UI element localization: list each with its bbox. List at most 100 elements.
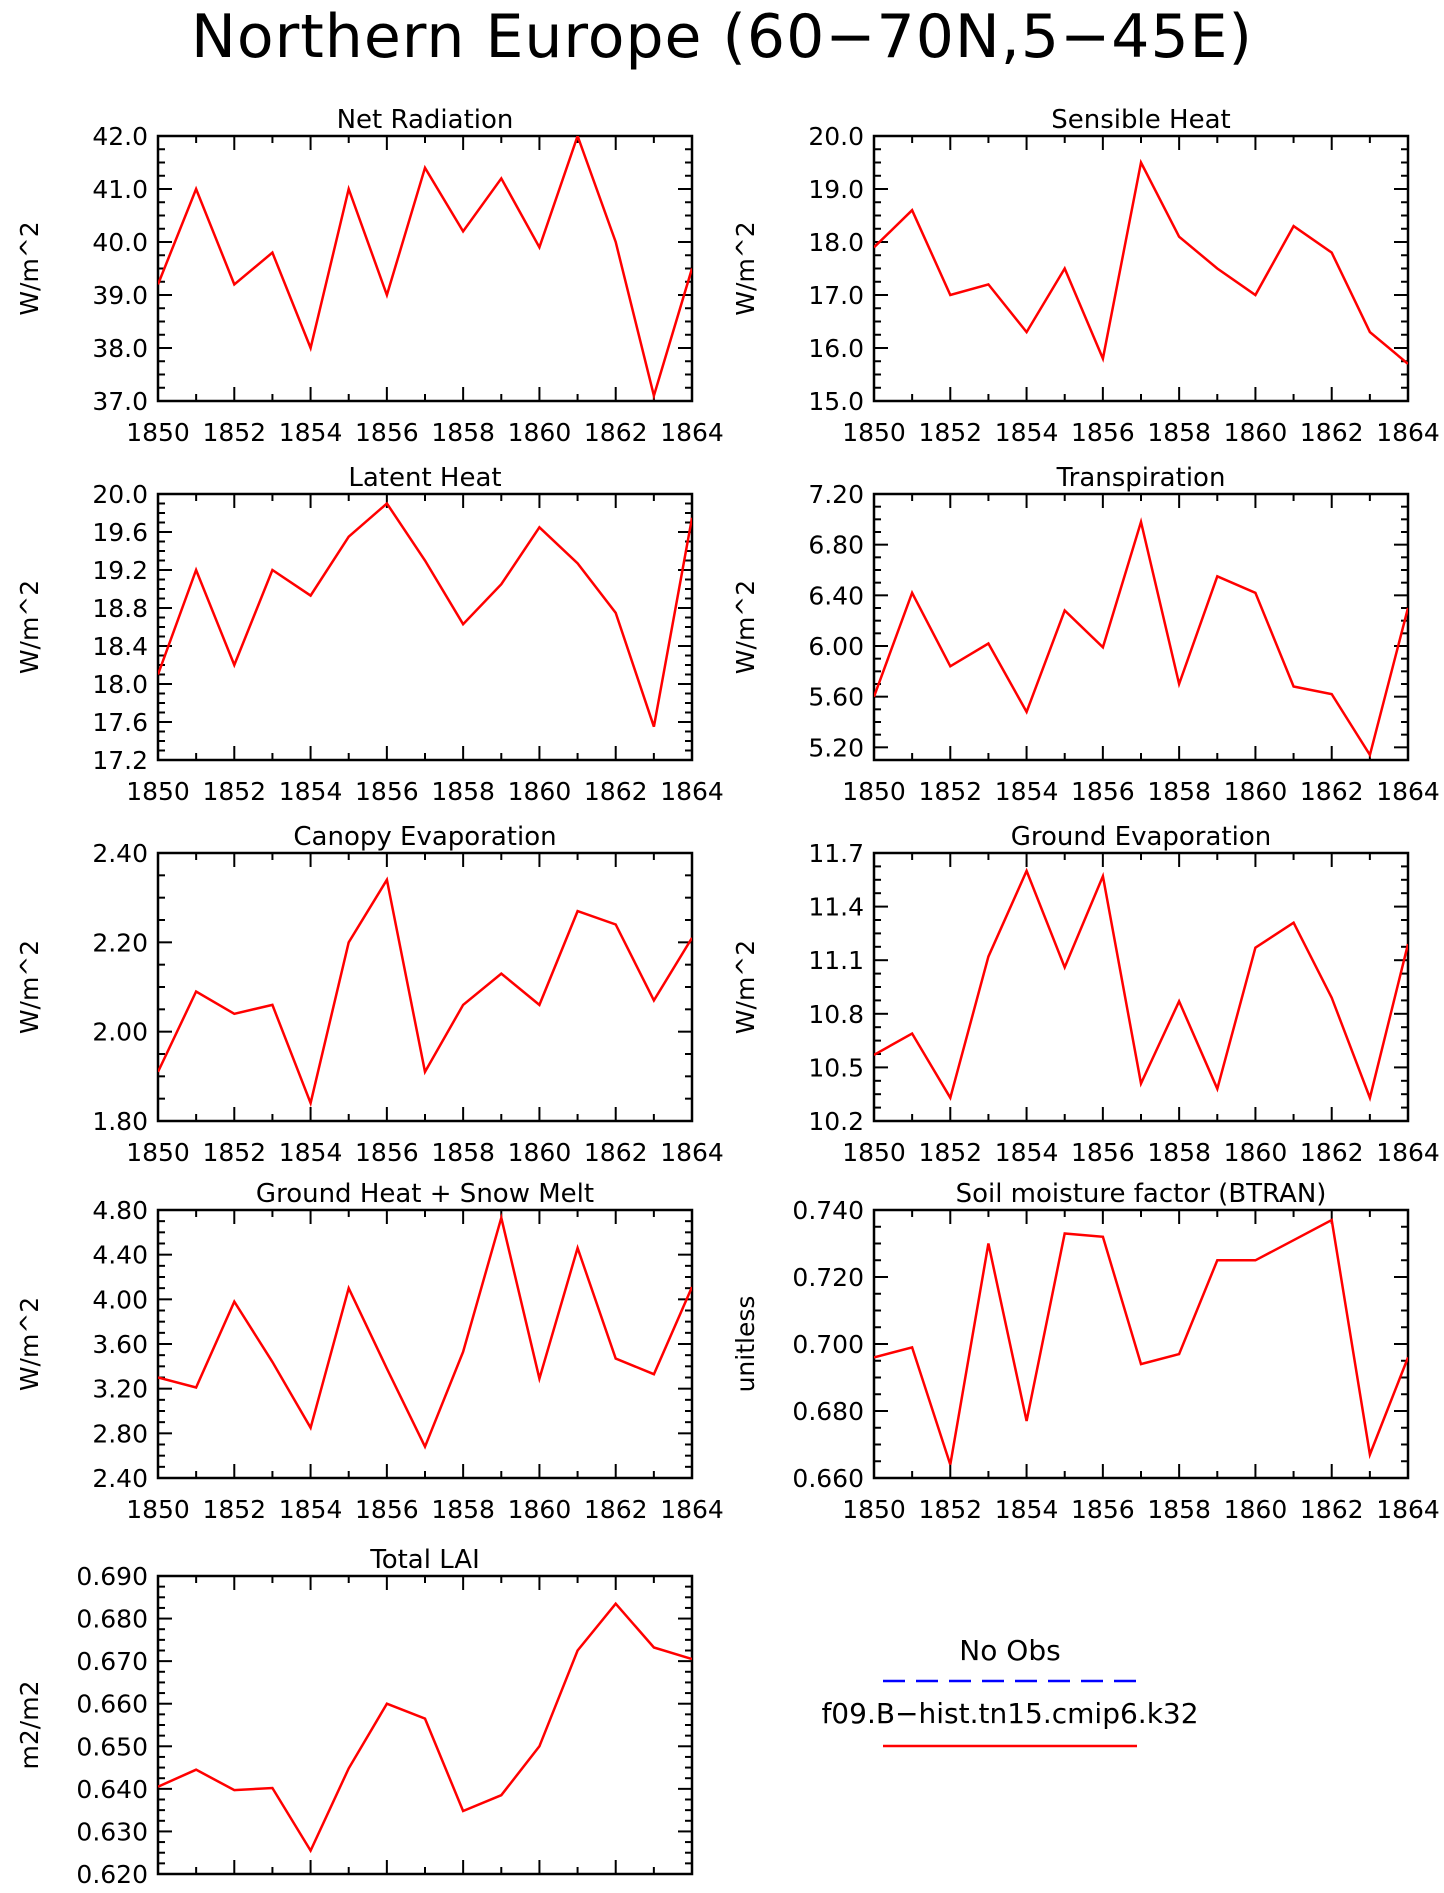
- y-tick-label: 15.0: [808, 387, 864, 416]
- y-tick-label: 17.6: [92, 708, 148, 737]
- x-tick-label: 1852: [202, 418, 266, 447]
- x-tick-label: 1862: [584, 1138, 648, 1167]
- y-tick-label: 0.680: [792, 1397, 864, 1426]
- x-tick-label: 1864: [660, 1138, 724, 1167]
- y-tick-label: 10.2: [808, 1107, 864, 1136]
- x-tick-label: 1858: [431, 1138, 495, 1167]
- y-tick-label: 42.0: [92, 122, 148, 151]
- panels: 1850 1852 1854 1856 1858 1860 1862 1864 37.0 38.0…: [15, 105, 1440, 1893]
- y-tick-label: 2.40: [92, 839, 148, 868]
- panel-title: Canopy Evaporation: [293, 822, 556, 852]
- y-tick-label: 5.20: [808, 733, 864, 762]
- x-tick-label: 1852: [202, 1138, 266, 1167]
- y-axis-label: W/m^2: [15, 580, 44, 674]
- x-tick-label: 1850: [126, 777, 190, 806]
- x-tick-label: 1854: [279, 1495, 343, 1524]
- x-tick-label: 1864: [1376, 1495, 1440, 1524]
- x-tick-label: 1858: [1147, 418, 1211, 447]
- series-line: [158, 876, 692, 1108]
- x-tick-label: 1850: [126, 418, 190, 447]
- x-tick-label: 1850: [842, 1138, 906, 1167]
- plot-frame: [156, 134, 694, 403]
- y-tick-label: 18.0: [808, 228, 864, 257]
- x-tick-label: 1862: [584, 418, 648, 447]
- x-tick-label: 1862: [1300, 777, 1364, 806]
- y-tick-label: 0.740: [792, 1196, 864, 1225]
- x-tick-label: 1858: [1147, 777, 1211, 806]
- y-tick-label: 2.40: [92, 1464, 148, 1493]
- y-axis-label: W/m^2: [15, 940, 44, 1034]
- x-tick-label: 1850: [126, 1891, 190, 1893]
- x-tick-label: 1856: [355, 1891, 419, 1893]
- figure-title: Northern Europe (60−70N,5−45E): [191, 2, 1253, 72]
- x-tick-label: 1858: [1147, 1138, 1211, 1167]
- y-axis-label: W/m^2: [731, 940, 760, 1034]
- panel-title: Total LAI: [369, 1545, 480, 1575]
- x-tick-label: 1852: [202, 777, 266, 806]
- series-line: [874, 1218, 1408, 1465]
- y-tick-label: 0.630: [76, 1817, 148, 1846]
- x-tick-label: 1856: [1071, 1138, 1135, 1167]
- panel-title: Soil moisture factor (BTRAN): [956, 1179, 1327, 1209]
- x-tick-label: 1860: [1224, 1138, 1288, 1167]
- y-tick-label: 0.670: [76, 1647, 148, 1676]
- y-tick-label: 4.80: [92, 1196, 148, 1225]
- y-tick-label: 10.5: [808, 1053, 864, 1082]
- x-tick-label: 1864: [1376, 418, 1440, 447]
- x-tick-label: 1856: [1071, 777, 1135, 806]
- y-tick-label: 11.1: [808, 946, 864, 975]
- plot-frame: [872, 134, 1410, 403]
- x-tick-label: 1852: [202, 1495, 266, 1524]
- panel-title: Ground Heat + Snow Melt: [256, 1179, 594, 1209]
- series-line: [874, 158, 1408, 365]
- y-tick-label: 19.2: [92, 556, 148, 585]
- panel-soil-moisture-factor-btran: 1850 1852 1854 1856 1858 1860 1862 1864 0.660 0.6…: [731, 1179, 1440, 1524]
- x-tick-label: 1854: [995, 1495, 1059, 1524]
- x-tick-label: 1864: [660, 418, 724, 447]
- x-tick-label: 1862: [1300, 418, 1364, 447]
- panel-ground-evaporation: 1850 1852 1854 1856 1858 1860 1862 1864 10.2 10.5…: [731, 822, 1440, 1167]
- x-tick-label: 1852: [918, 1495, 982, 1524]
- y-tick-label: 20.0: [808, 122, 864, 151]
- y-axis-label: W/m^2: [15, 221, 44, 315]
- x-tick-label: 1862: [1300, 1138, 1364, 1167]
- y-tick-label: 0.720: [792, 1263, 864, 1292]
- y-tick-label: 10.8: [808, 1000, 864, 1029]
- x-tick-label: 1862: [584, 1891, 648, 1893]
- x-tick-label: 1856: [355, 418, 419, 447]
- y-tick-label: 5.60: [808, 683, 864, 712]
- x-tick-label: 1854: [279, 1138, 343, 1167]
- series-line: [158, 1212, 692, 1450]
- x-tick-label: 1850: [842, 1495, 906, 1524]
- y-tick-label: 18.8: [92, 594, 148, 623]
- panel-latent-heat: 1850 1852 1854 1856 1858 1860 1862 1864 17.2 17.6…: [15, 463, 724, 806]
- x-tick-label: 1864: [660, 1891, 724, 1893]
- x-tick-label: 1864: [1376, 777, 1440, 806]
- x-tick-label: 1854: [995, 1138, 1059, 1167]
- x-tick-label: 1854: [995, 777, 1059, 806]
- y-tick-label: 6.00: [808, 632, 864, 661]
- panel-transpiration: 1850 1852 1854 1856 1858 1860 1862 1864 5.20 5.60…: [731, 463, 1440, 806]
- x-tick-label: 1854: [279, 418, 343, 447]
- y-tick-label: 6.80: [808, 531, 864, 560]
- x-tick-label: 1858: [431, 1495, 495, 1524]
- x-tick-label: 1858: [1147, 1495, 1211, 1524]
- y-tick-label: 6.40: [808, 581, 864, 610]
- legend: No Obs f09.B−hist.tn15.cmip6.k32: [821, 1634, 1199, 1748]
- x-tick-label: 1856: [1071, 418, 1135, 447]
- x-tick-label: 1864: [660, 777, 724, 806]
- y-tick-label: 38.0: [92, 334, 148, 363]
- panel-ground-heat-snow-melt: 1850 1852 1854 1856 1858 1860 1862 1864 2.40 2.80…: [15, 1179, 724, 1524]
- y-tick-label: 19.0: [808, 175, 864, 204]
- legend-model-label: f09.B−hist.tn15.cmip6.k32: [821, 1697, 1198, 1730]
- panel-sensible-heat: 1850 1852 1854 1856 1858 1860 1862 1864 15.0 16.0…: [731, 105, 1440, 447]
- plot-frame: [156, 1574, 694, 1876]
- x-tick-label: 1858: [431, 1891, 495, 1893]
- panel-title: Sensible Heat: [1051, 105, 1230, 135]
- x-tick-label: 1864: [1376, 1138, 1440, 1167]
- y-tick-label: 3.20: [92, 1375, 148, 1404]
- x-tick-label: 1860: [1224, 777, 1288, 806]
- y-tick-label: 0.650: [76, 1732, 148, 1761]
- x-tick-label: 1860: [508, 418, 572, 447]
